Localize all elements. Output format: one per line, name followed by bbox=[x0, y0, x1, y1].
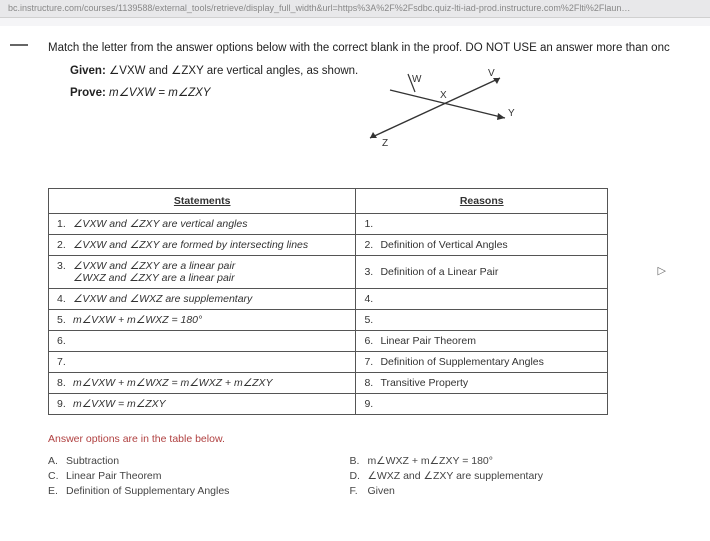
answer-option[interactable]: D.∠WXZ and ∠ZXY are supplementary bbox=[349, 470, 543, 482]
given-label: Given: bbox=[70, 65, 106, 77]
options-right-col: B.m∠WXZ + m∠ZXY = 180° D.∠WXZ and ∠ZXY ar… bbox=[349, 455, 543, 497]
options-left-col: A.Subtraction C.Linear Pair Theorem E.Defi… bbox=[48, 455, 229, 497]
label-y: Y bbox=[508, 108, 515, 119]
answer-option[interactable]: C.Linear Pair Theorem bbox=[48, 470, 229, 482]
statement-cell[interactable]: 5.m∠VXW + m∠WXZ = 180° bbox=[49, 310, 356, 331]
answer-option[interactable]: F.Given bbox=[349, 485, 543, 497]
reason-cell[interactable]: 9. bbox=[356, 394, 608, 415]
table-row: 4.∠VXW and ∠WXZ are supplementary4. bbox=[49, 289, 608, 310]
statement-cell[interactable]: 4.∠VXW and ∠WXZ are supplementary bbox=[49, 289, 356, 310]
question-stem: Match the letter from the answer options… bbox=[48, 40, 692, 57]
label-w: W bbox=[412, 74, 422, 85]
answer-options-block: A.Subtraction C.Linear Pair Theorem E.Defi… bbox=[48, 455, 692, 497]
reason-cell[interactable]: 6.Linear Pair Theorem bbox=[356, 331, 608, 352]
answer-option[interactable]: E.Definition of Supplementary Angles bbox=[48, 485, 229, 497]
table-row: 9.m∠VXW = m∠ZXY9. bbox=[49, 394, 608, 415]
browser-url-bar: bc.instructure.com/courses/1139588/exter… bbox=[0, 0, 710, 18]
proof-table: Statements Reasons 1.∠VXW and ∠ZXY are v… bbox=[48, 188, 608, 415]
cursor-icon: ▷ bbox=[658, 264, 666, 277]
table-row: 6.6.Linear Pair Theorem bbox=[49, 331, 608, 352]
answer-options-header: Answer options are in the table below. bbox=[48, 433, 692, 445]
statement-cell[interactable]: 1.∠VXW and ∠ZXY are vertical angles bbox=[49, 214, 356, 235]
table-row: 1.∠VXW and ∠ZXY are vertical angles1. bbox=[49, 214, 608, 235]
angle-diagram: V W X Y Z bbox=[360, 68, 520, 148]
table-row: 3.∠VXW and ∠ZXY are a linear pair∠WXZ an… bbox=[49, 256, 608, 289]
table-row: 7.7.Definition of Supplementary Angles bbox=[49, 352, 608, 373]
reason-cell[interactable]: 7.Definition of Supplementary Angles bbox=[356, 352, 608, 373]
statement-cell[interactable]: 2.∠VXW and ∠ZXY are formed by intersecti… bbox=[49, 235, 356, 256]
table-row: 8.m∠VXW + m∠WXZ = m∠WXZ + m∠ZXY8.Transit… bbox=[49, 373, 608, 394]
statement-cell[interactable]: 3.∠VXW and ∠ZXY are a linear pair∠WXZ an… bbox=[49, 256, 356, 289]
statement-cell[interactable]: 7. bbox=[49, 352, 356, 373]
reason-cell[interactable]: 2.Definition of Vertical Angles bbox=[356, 235, 608, 256]
header-statements: Statements bbox=[49, 189, 356, 214]
label-z: Z bbox=[382, 138, 388, 148]
statement-cell[interactable]: 8.m∠VXW + m∠WXZ = m∠WXZ + m∠ZXY bbox=[49, 373, 356, 394]
statement-cell[interactable]: 9.m∠VXW = m∠ZXY bbox=[49, 394, 356, 415]
reason-cell[interactable]: 5. bbox=[356, 310, 608, 331]
prove-label: Prove: bbox=[70, 87, 106, 99]
prove-text: m∠VXW = m∠ZXY bbox=[109, 87, 210, 99]
statement-cell[interactable]: 6. bbox=[49, 331, 356, 352]
page-content: Match the letter from the answer options… bbox=[0, 26, 710, 541]
proof-table-body: 1.∠VXW and ∠ZXY are vertical angles1.2.∠… bbox=[49, 214, 608, 415]
label-v: V bbox=[488, 68, 495, 79]
label-x: X bbox=[440, 90, 447, 101]
answer-option[interactable]: A.Subtraction bbox=[48, 455, 229, 467]
table-row: 2.∠VXW and ∠ZXY are formed by intersecti… bbox=[49, 235, 608, 256]
table-row: 5.m∠VXW + m∠WXZ = 180°5. bbox=[49, 310, 608, 331]
reason-cell[interactable]: 4. bbox=[356, 289, 608, 310]
reason-cell[interactable]: 3.Definition of a Linear Pair bbox=[356, 256, 608, 289]
header-reasons: Reasons bbox=[356, 189, 608, 214]
margin-marker bbox=[10, 44, 28, 46]
answer-option[interactable]: B.m∠WXZ + m∠ZXY = 180° bbox=[349, 455, 543, 467]
given-text: ∠VXW and ∠ZXY are vertical angles, as sh… bbox=[109, 65, 358, 77]
reason-cell[interactable]: 8.Transitive Property bbox=[356, 373, 608, 394]
reason-cell[interactable]: 1. bbox=[356, 214, 608, 235]
